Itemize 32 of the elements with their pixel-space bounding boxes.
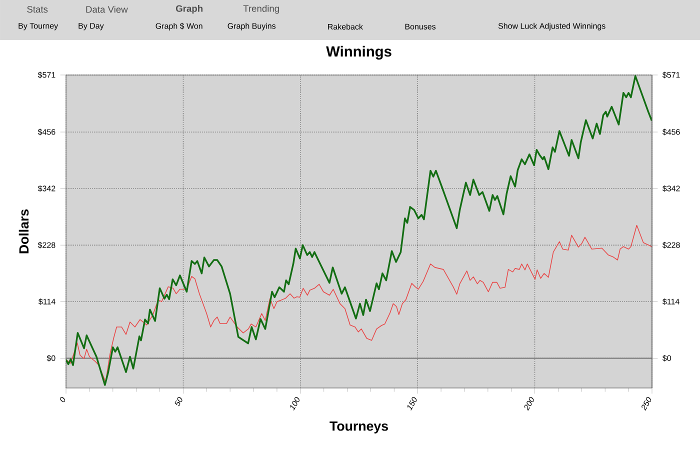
text: Data View — [86, 6, 128, 13]
text: Show Luck Adjusted Winnings — [498, 22, 606, 30]
x-tick-label: 0 — [60, 396, 66, 402]
y2-tick-label: $571 — [662, 72, 680, 78]
y2-tick-label: $456 — [662, 128, 680, 136]
y-tick-label: $114 — [38, 298, 56, 305]
text: By Day — [78, 23, 104, 30]
y2-tick-label: $342 — [662, 185, 680, 192]
y2-tick-label: $228 — [662, 242, 680, 248]
x-axis-title: Tourneys — [330, 422, 388, 434]
text: Graph $ Won — [156, 22, 202, 30]
y-tick-label: $0 — [46, 354, 56, 362]
y-tick-label: $456 — [38, 128, 56, 136]
y-tick-label: $342 — [38, 185, 56, 192]
text: By Tourney — [18, 23, 58, 30]
text: Rakeback — [328, 24, 363, 30]
text: Bonuses — [405, 24, 436, 30]
text: Trending — [243, 4, 279, 14]
y-tick-label: $571 — [38, 72, 56, 78]
text: Graph Buyins — [228, 22, 276, 30]
x-tick-label: 100 — [290, 396, 300, 411]
chart-title: Winnings — [326, 46, 392, 60]
y2-tick-label: $0 — [662, 354, 671, 362]
text: Stats — [27, 6, 48, 13]
line-series — [66, 75, 652, 386]
y-tick-label: $228 — [38, 242, 56, 248]
x-tick-label: 150 — [408, 396, 417, 411]
line-series — [66, 224, 652, 382]
x-tick-label: 50 — [174, 396, 182, 406]
y2-tick-label: $114 — [662, 298, 680, 305]
text: Graph — [176, 4, 203, 14]
y-axis-title: Dollars — [18, 209, 29, 254]
